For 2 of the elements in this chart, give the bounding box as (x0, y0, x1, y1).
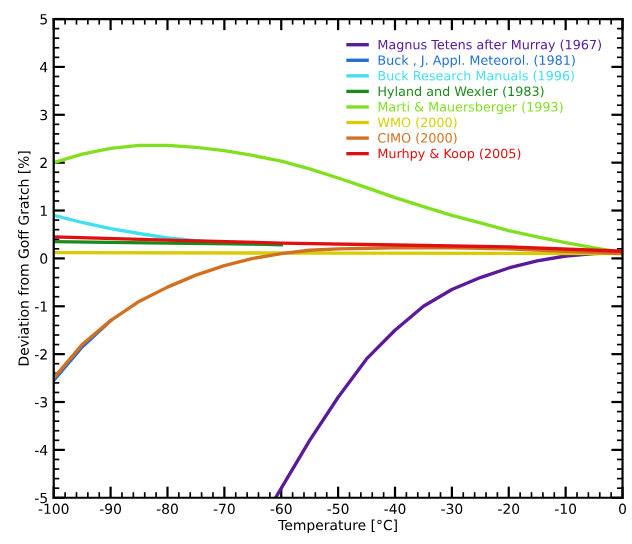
line-series (53, 235, 623, 253)
line-series (53, 246, 623, 380)
